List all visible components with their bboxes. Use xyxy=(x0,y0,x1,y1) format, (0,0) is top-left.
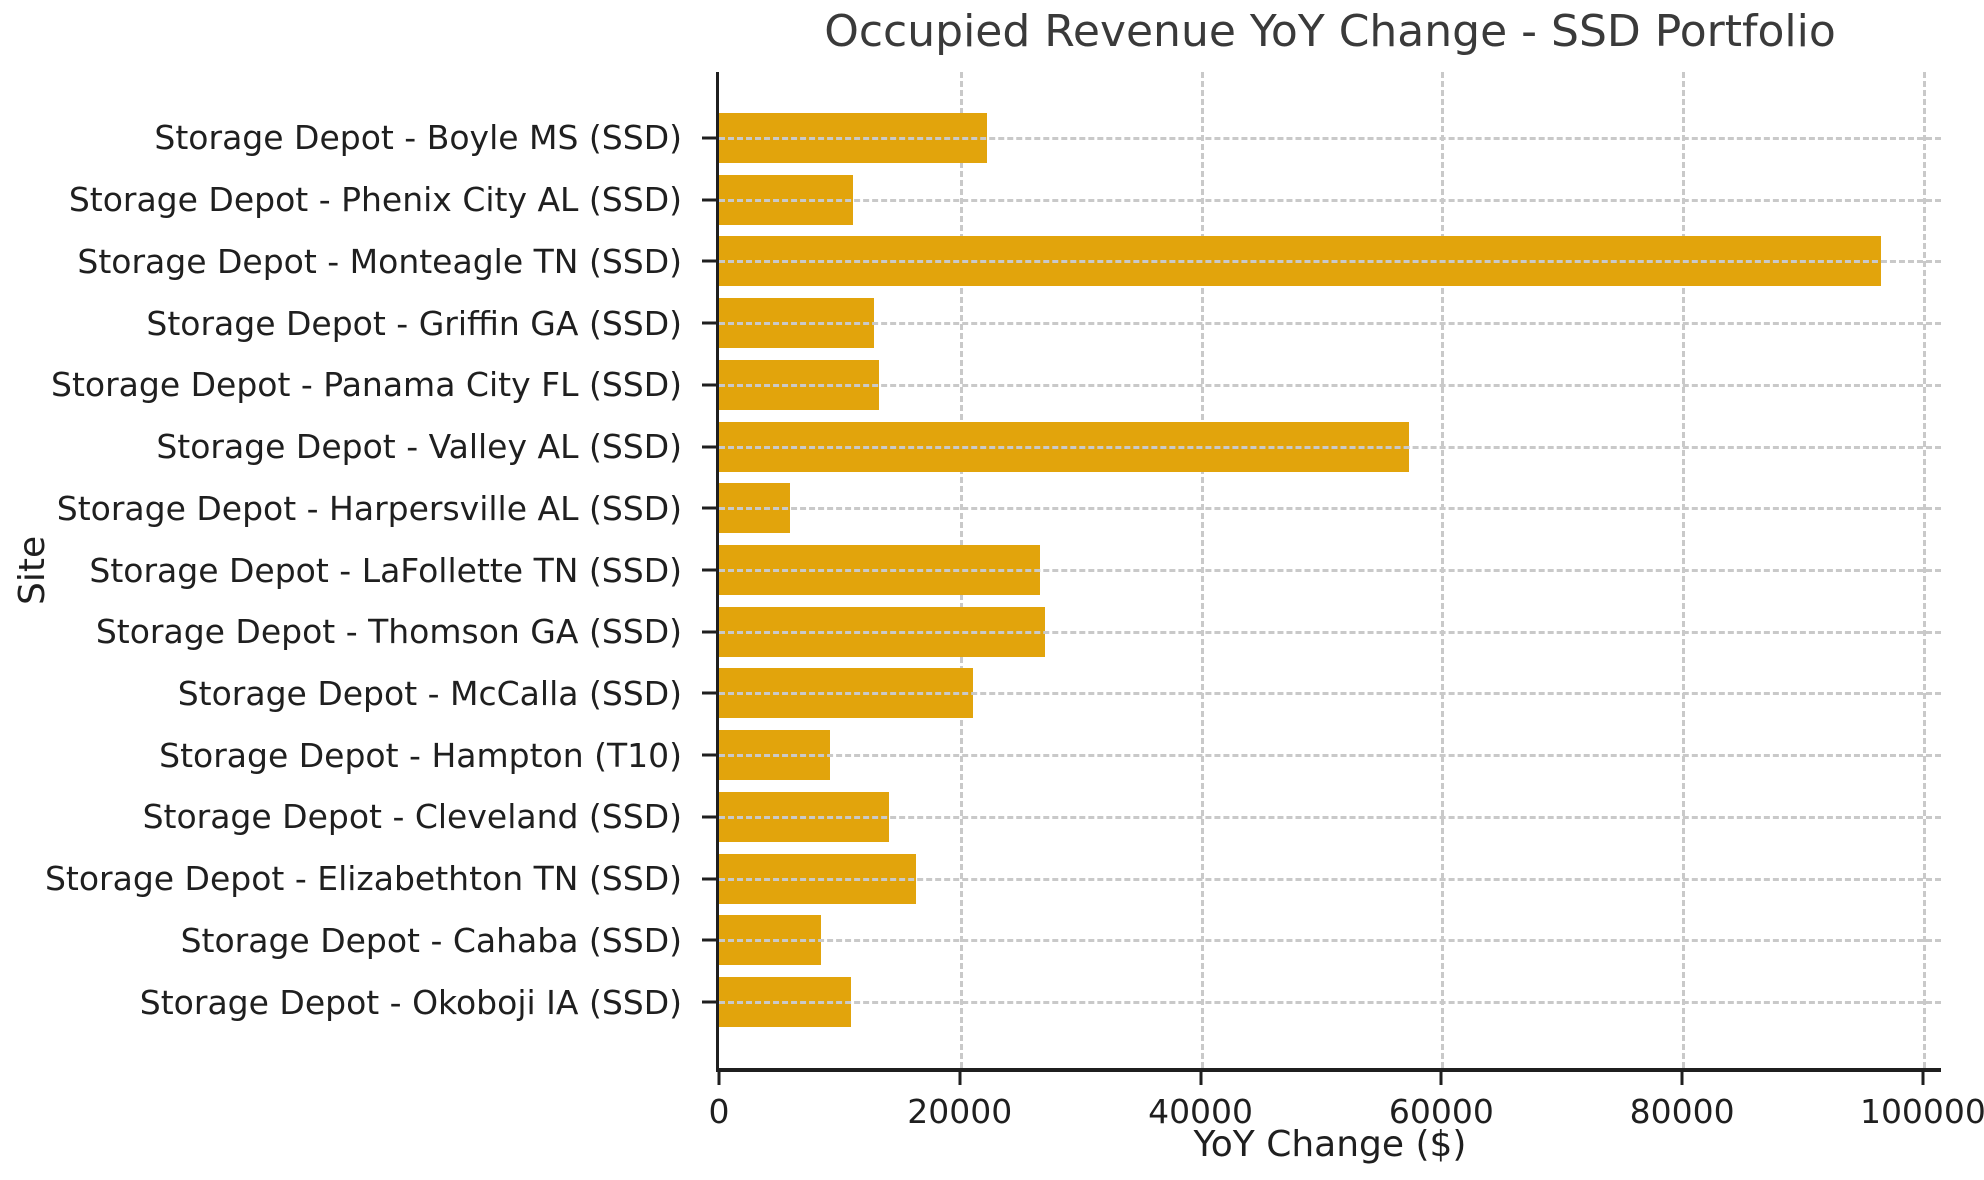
plot-rows xyxy=(702,72,1941,1068)
y-tick-label: Storage Depot - Thomson GA (SSD) xyxy=(95,612,682,652)
h-gridline xyxy=(719,692,1941,696)
h-gridline xyxy=(719,569,1941,572)
bar-row xyxy=(702,539,1941,601)
x-tick-label: 80000 xyxy=(1629,1092,1735,1131)
y-tick xyxy=(702,259,716,263)
bar-row xyxy=(702,416,1941,478)
y-axis-spine xyxy=(716,72,719,1072)
y-tick-label: Storage Depot - Harpersville AL (SSD) xyxy=(56,488,682,528)
h-gridline xyxy=(719,260,1941,264)
y-tick-label: Storage Depot - Hampton (T10) xyxy=(159,735,682,775)
h-gridline xyxy=(719,815,1941,819)
x-tick-label: 0 xyxy=(708,1092,730,1131)
bar-row xyxy=(702,971,1941,1033)
y-tick-label: Storage Depot - Boyle MS (SSD) xyxy=(154,118,682,158)
x-tick xyxy=(1921,1072,1925,1085)
h-gridline xyxy=(719,630,1941,634)
y-tick xyxy=(702,691,716,695)
y-tick-label: Storage Depot - Cleveland (SSD) xyxy=(142,797,682,837)
y-tick xyxy=(702,938,716,942)
x-tick xyxy=(1199,1072,1203,1085)
h-gridline xyxy=(719,136,1941,140)
chart-title: Occupied Revenue YoY Change - SSD Portfo… xyxy=(824,6,1836,57)
bar-row xyxy=(702,848,1941,910)
y-tick xyxy=(702,568,716,572)
bar-row xyxy=(702,292,1941,354)
h-gridline xyxy=(719,507,1941,511)
y-tick xyxy=(702,383,716,387)
y-tick-label: Storage Depot - Okoboji IA (SSD) xyxy=(139,982,682,1022)
h-gridline xyxy=(719,383,1941,387)
bar-row xyxy=(702,663,1941,725)
x-axis-spine xyxy=(716,1068,1941,1072)
x-tick-label: 60000 xyxy=(1388,1092,1494,1131)
y-tick xyxy=(702,321,716,325)
x-tick xyxy=(958,1072,962,1085)
y-tick xyxy=(702,1000,716,1004)
h-gridline xyxy=(719,198,1941,202)
x-tick-label: 100000 xyxy=(1859,1092,1984,1131)
bar-row xyxy=(702,169,1941,231)
h-gridline xyxy=(719,1001,1941,1005)
y-tick xyxy=(702,630,716,634)
y-tick-label: Storage Depot - McCalla (SSD) xyxy=(177,673,682,713)
bar-row xyxy=(702,601,1941,663)
y-tick-label: Storage Depot - Griffin GA (SSD) xyxy=(146,303,682,343)
plot-area xyxy=(702,72,1941,1072)
x-tick-label: 20000 xyxy=(907,1092,1013,1131)
x-axis-label: YoY Change ($) xyxy=(1193,1124,1467,1165)
y-tick-label: Storage Depot - Monteagle TN (SSD) xyxy=(77,241,682,281)
h-gridline xyxy=(719,754,1941,758)
x-tick xyxy=(1439,1072,1443,1085)
bar-row xyxy=(702,724,1941,786)
y-tick xyxy=(702,877,716,881)
y-tick-label: Storage Depot - Phenix City AL (SSD) xyxy=(68,180,682,220)
y-tick xyxy=(702,198,716,202)
y-tick-label: Storage Depot - Cahaba (SSD) xyxy=(180,920,682,960)
y-tick xyxy=(702,445,716,449)
x-tick-label: 40000 xyxy=(1148,1092,1254,1131)
y-tick xyxy=(702,753,716,757)
y-tick xyxy=(702,506,716,510)
x-axis: 0 20000 40000 60000 80000 100000 xyxy=(709,1072,1984,1142)
y-tick-label: Storage Depot - Elizabethton TN (SSD) xyxy=(44,859,682,899)
bar-row xyxy=(702,910,1941,972)
x-tick xyxy=(1680,1072,1684,1085)
bar-row xyxy=(702,477,1941,539)
h-gridline xyxy=(719,877,1941,881)
y-tick-label: Storage Depot - Valley AL (SSD) xyxy=(156,427,682,467)
x-tick xyxy=(717,1072,721,1085)
bar-row xyxy=(702,107,1941,169)
y-tick xyxy=(702,815,716,819)
h-gridline xyxy=(719,445,1941,449)
bar-row xyxy=(702,354,1941,416)
y-tick-labels: Storage Depot - Boyle MS (SSD) Storage De… xyxy=(0,72,700,1068)
y-tick-label: Storage Depot - Panama City FL (SSD) xyxy=(51,365,682,405)
y-tick-label: Storage Depot - LaFollette TN (SSD) xyxy=(89,550,682,590)
bar-row xyxy=(702,786,1941,848)
h-gridline xyxy=(719,322,1941,326)
y-tick xyxy=(702,136,716,140)
h-gridline xyxy=(719,939,1941,943)
bar-row xyxy=(702,230,1941,292)
